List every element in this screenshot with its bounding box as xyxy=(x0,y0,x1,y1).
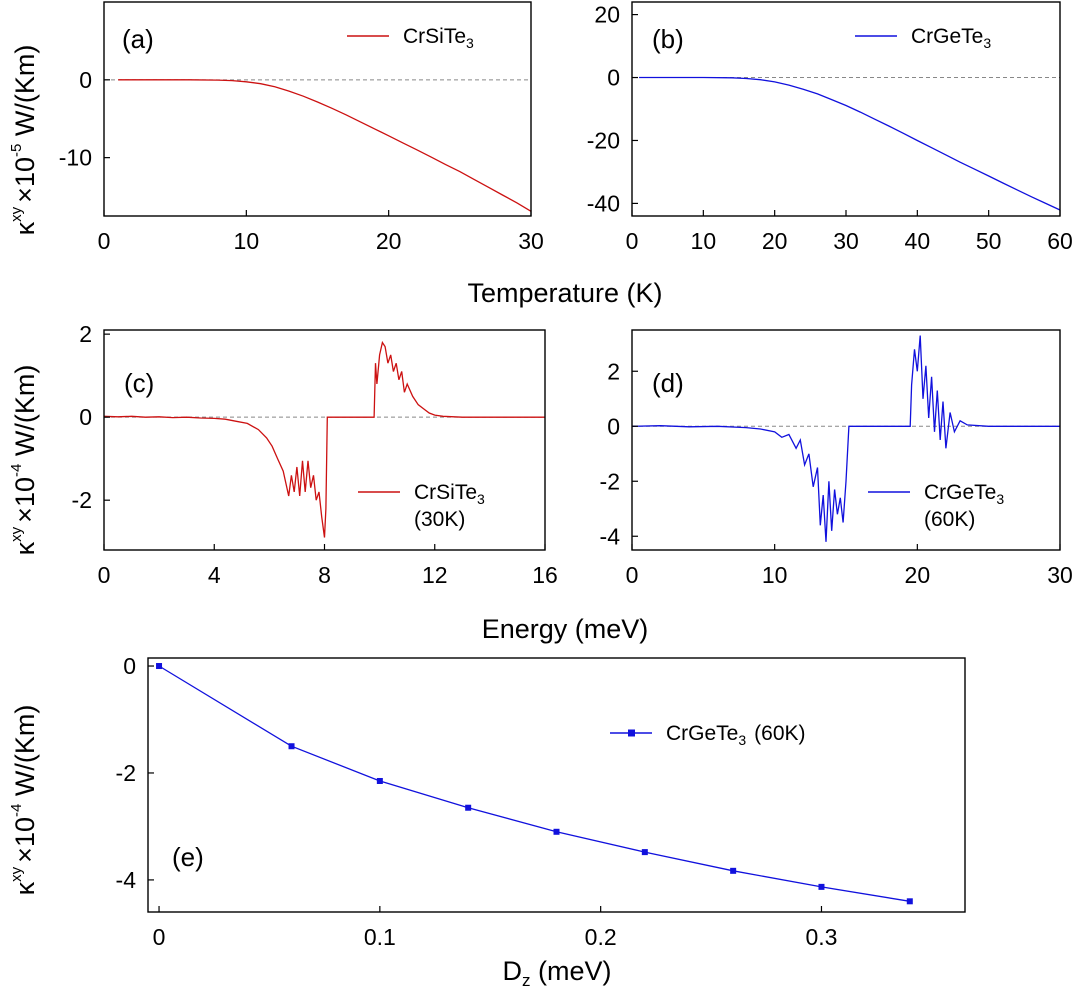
x-tick-label-c-3: 12 xyxy=(422,562,448,588)
x-tick-label-b-1: 10 xyxy=(691,228,717,254)
x-tick-label-d-2: 20 xyxy=(905,562,931,588)
x-tick-label-c-0: 0 xyxy=(98,562,111,588)
legend-label-d: CrGeTe3 xyxy=(924,481,1004,507)
y-tick-label-e-2: -4 xyxy=(116,867,137,893)
data-point-e-2 xyxy=(376,777,383,784)
data-point-e-1 xyxy=(288,743,295,750)
data-point-e-7 xyxy=(818,883,825,890)
x-tick-label-e-3: 0.3 xyxy=(805,924,837,950)
plot-frame-d xyxy=(631,329,1061,551)
x-tick-label-a-3: 30 xyxy=(518,228,544,254)
panel-a: 0 10 20 30 0 -10 (a) CrSiTe3 xyxy=(59,1,544,254)
panel-e: 0 0.1 0.2 0.3 0 -2 -4 (e) CrGeTe3 (60K) xyxy=(116,653,966,950)
legend-label-e: CrGeTe3 (60K) xyxy=(666,722,806,748)
y-axis-title-e: κxy×10-4 W/(Km) xyxy=(8,705,40,896)
x-tick-label-b-3: 30 xyxy=(833,228,859,254)
y-tick-label-b-2: -20 xyxy=(587,127,620,153)
x-tick-label-e-1: 0.1 xyxy=(364,924,396,950)
y-tick-label-d-0: 2 xyxy=(607,358,620,384)
x-tick-label-d-0: 0 xyxy=(626,562,639,588)
y-tick-label-c-1: 0 xyxy=(79,404,92,430)
data-point-e-3 xyxy=(465,804,472,811)
panel-label-d: (d) xyxy=(652,368,684,398)
panel-label-b: (b) xyxy=(652,24,684,54)
legend-extra-c: (30K) xyxy=(414,508,465,531)
x-tick-label-b-4: 40 xyxy=(905,228,931,254)
x-tick-label-d-3: 30 xyxy=(1047,562,1073,588)
x-axis-title-energy: Energy (meV) xyxy=(482,614,649,644)
y-tick-label-d-1: 0 xyxy=(607,413,620,439)
data-point-e-0 xyxy=(156,663,163,670)
series-line-e-0 xyxy=(158,665,910,902)
legend-label-b: CrGeTe3 xyxy=(911,25,991,51)
y-tick-label-e-0: 0 xyxy=(123,653,136,679)
plot-frame-b xyxy=(631,1,1061,217)
legend-label-a: CrSiTe3 xyxy=(403,25,474,51)
series-line-b-0 xyxy=(639,76,1061,211)
x-tick-label-c-1: 4 xyxy=(208,562,221,588)
x-tick-label-b-5: 50 xyxy=(976,228,1002,254)
x-tick-label-c-2: 8 xyxy=(318,562,331,588)
x-tick-label-e-0: 0 xyxy=(153,924,166,950)
x-tick-label-b-2: 20 xyxy=(762,228,788,254)
plot-frame-a xyxy=(103,1,532,217)
x-tick-label-b-0: 0 xyxy=(626,228,639,254)
plot-frame-e xyxy=(147,657,966,913)
y-tick-label-a-1: -10 xyxy=(59,145,92,171)
series-line-a-0 xyxy=(118,79,532,212)
panel-b: 0 10 20 30 40 50 60 20 0 -20 -40 (b) CrGeTe3 xyxy=(587,1,1073,254)
plot-frame-c xyxy=(103,329,546,551)
y-axis-title-c: κxy×10-4 W/(Km) xyxy=(8,365,40,556)
legend-extra-d: (60K) xyxy=(924,508,975,531)
x-tick-label-a-1: 10 xyxy=(234,228,260,254)
panel-label-a: (a) xyxy=(122,24,154,54)
data-point-e-6 xyxy=(730,867,737,874)
y-tick-label-b-3: -40 xyxy=(587,190,620,216)
y-tick-label-c-0: 2 xyxy=(79,321,92,347)
y-tick-label-d-2: -2 xyxy=(600,468,620,494)
x-tick-label-a-0: 0 xyxy=(98,228,111,254)
panel-label-e: (e) xyxy=(172,842,204,872)
data-point-e-4 xyxy=(553,828,560,835)
y-tick-label-d-3: -4 xyxy=(600,523,621,549)
series-line-c-0 xyxy=(103,340,545,538)
x-tick-label-d-1: 10 xyxy=(762,562,788,588)
y-axis-title-a: κxy×10-5 W/(Km) xyxy=(8,45,40,236)
data-point-e-8 xyxy=(906,898,913,905)
y-tick-label-e-1: -2 xyxy=(116,760,136,786)
series-line-d-0 xyxy=(631,335,1060,542)
y-tick-label-c-2: -2 xyxy=(72,487,92,513)
x-tick-label-a-2: 20 xyxy=(376,228,402,254)
x-axis-title-temperature: Temperature (K) xyxy=(467,278,662,308)
x-tick-label-e-2: 0.2 xyxy=(585,924,617,950)
x-tick-label-b-6: 60 xyxy=(1047,228,1073,254)
y-tick-label-a-0: 0 xyxy=(79,67,92,93)
x-axis-title-dz: Dz (meV) xyxy=(503,956,612,990)
x-tick-label-c-4: 16 xyxy=(532,562,558,588)
y-tick-label-b-0: 20 xyxy=(594,2,620,28)
legend-label-c: CrSiTe3 xyxy=(414,481,485,507)
data-point-e-5 xyxy=(641,849,648,856)
y-tick-label-b-1: 0 xyxy=(607,65,620,91)
legend-marker-e xyxy=(628,729,635,737)
panel-label-c: (c) xyxy=(124,368,154,398)
